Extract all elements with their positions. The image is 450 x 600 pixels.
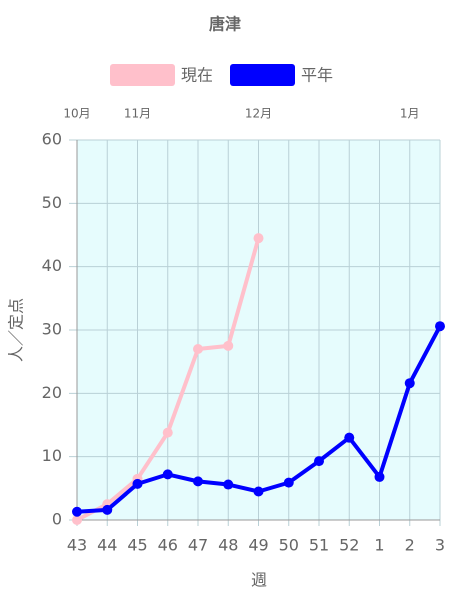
data-point [102,504,113,515]
data-point [223,340,234,351]
data-point [223,479,234,490]
data-point [283,477,294,488]
y-axis-label: 人／定点 [7,298,26,362]
month-label: 11月 [124,107,151,121]
legend-swatch[interactable] [230,64,295,86]
x-tick-label: 48 [218,536,238,555]
data-point [314,456,324,467]
x-tick-label: 45 [127,536,147,555]
x-tick-label: 49 [248,536,268,555]
data-point [193,344,203,354]
y-tick-label: 50 [42,193,62,212]
data-point [162,469,173,480]
x-tick-label: 46 [158,536,178,555]
x-tick-label: 1 [374,536,384,555]
y-tick-label: 30 [42,320,62,339]
x-axis-label: 週 [251,571,267,590]
month-label: 10月 [63,107,90,121]
x-tick-label: 51 [309,536,329,555]
y-tick-label: 0 [52,510,62,529]
chart-title: 唐津 [209,15,241,34]
data-point [72,515,82,525]
month-label: 12月 [245,107,272,121]
x-tick-label: 50 [279,536,299,555]
x-tick-label: 2 [405,536,415,555]
y-tick-label: 20 [42,383,62,402]
data-point [404,378,415,389]
data-point [72,506,82,517]
y-tick-label: 60 [42,130,62,149]
x-tick-label: 3 [435,536,445,555]
y-tick-label: 40 [42,256,62,275]
data-point [193,476,203,487]
legend-label[interactable]: 平年 [301,66,333,85]
month-label: 1月 [400,107,420,121]
x-tick-label: 43 [67,536,87,555]
data-point [435,321,445,332]
y-tick-label: 10 [42,446,62,465]
x-tick-label: 44 [97,536,117,555]
data-point [253,486,264,497]
data-point [162,427,173,438]
x-tick-label: 47 [188,536,208,555]
legend-label[interactable]: 現在 [181,66,213,85]
data-point [374,471,385,482]
data-point [344,432,355,443]
data-point [132,478,143,489]
legend-swatch[interactable] [110,64,175,86]
data-point [253,233,264,244]
x-tick-label: 52 [339,536,359,555]
